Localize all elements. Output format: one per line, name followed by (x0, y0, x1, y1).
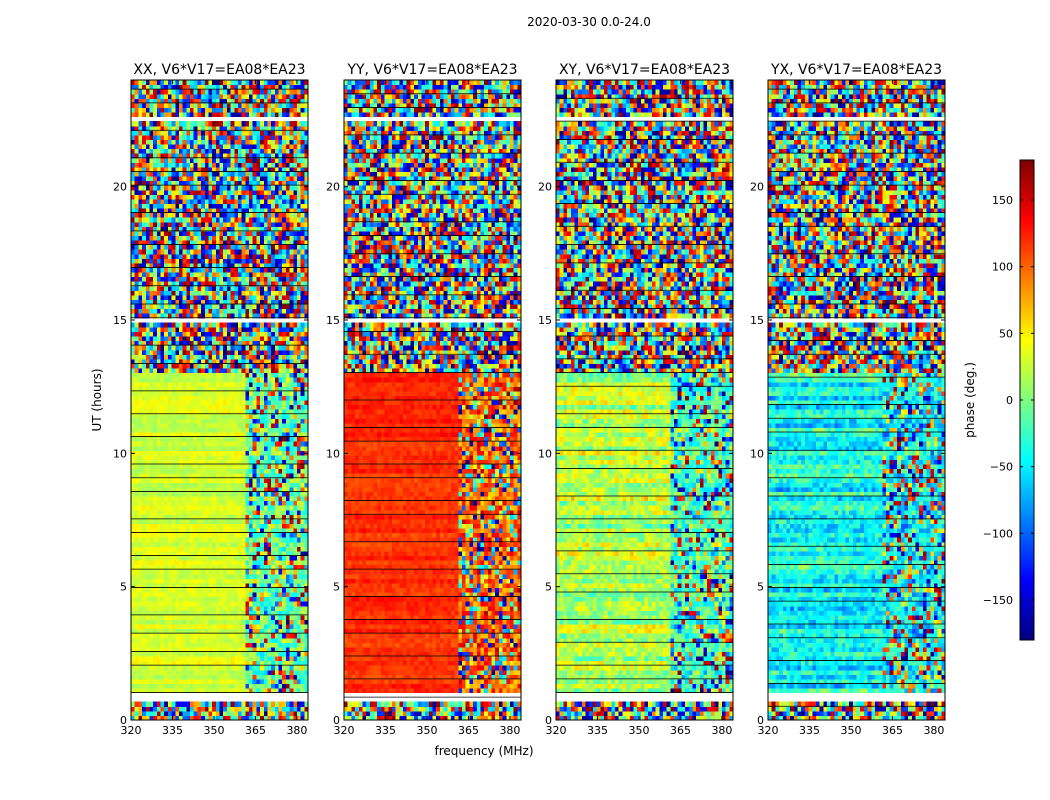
x-tick-label: 335 (162, 724, 183, 737)
colorbar-label: phase (deg.) (963, 362, 977, 438)
y-tick-label: 20 (326, 181, 340, 194)
y-tick-label: 20 (538, 181, 552, 194)
y-tick-label: 5 (120, 581, 127, 594)
figure-suptitle: 2020-03-30 0.0-24.0 (527, 15, 651, 29)
x-tick-label: 380 (286, 724, 307, 737)
y-tick-label: 20 (113, 181, 127, 194)
y-tick-label: 15 (326, 314, 340, 327)
y-axis-label: UT (hours) (90, 368, 104, 431)
panel-title: XX, V6*V17=EA08*EA23 (133, 62, 305, 78)
panel-title: YY, V6*V17=EA08*EA23 (346, 62, 517, 78)
colorbar-tick-label: 50 (999, 327, 1013, 340)
x-tick-label: 350 (416, 724, 437, 737)
x-tick-label: 335 (375, 724, 396, 737)
colorbar: 150 100 50 0 −50 −100 −150 phase (deg.) (963, 160, 1034, 640)
y-tick-label: 0 (545, 714, 552, 727)
y-tick-label: 5 (757, 581, 764, 594)
y-tick-label: 0 (120, 714, 127, 727)
colorbar-tick-label: −50 (990, 461, 1013, 474)
x-tick-label: 350 (628, 724, 649, 737)
x-tick-label: 335 (799, 724, 820, 737)
y-tick-label: 15 (750, 314, 764, 327)
y-tick-label: 10 (538, 447, 552, 460)
colorbar-tick-label: 150 (992, 194, 1013, 207)
y-tick-label: 15 (113, 314, 127, 327)
phase-cells (768, 80, 946, 721)
x-tick-label: 380 (499, 724, 520, 737)
phase-cells (556, 80, 734, 721)
colorbar-tick-label: −150 (983, 594, 1013, 607)
x-tick-label: 365 (245, 724, 266, 737)
y-tick-label: 20 (750, 181, 764, 194)
colorbar-tick-label: −100 (983, 527, 1013, 540)
x-tick-label: 350 (203, 724, 224, 737)
x-tick-label: 380 (923, 724, 944, 737)
x-tick-label: 335 (587, 724, 608, 737)
phase-cells (131, 80, 309, 721)
y-tick-label: 10 (326, 447, 340, 460)
y-tick-label: 15 (538, 314, 552, 327)
panel-title: YX, V6*V17=EA08*EA23 (770, 62, 942, 78)
y-tick-label: 0 (757, 714, 764, 727)
x-tick-label: 365 (670, 724, 691, 737)
x-tick-label: 365 (458, 724, 479, 737)
colorbar-tick-label: 100 (992, 261, 1013, 274)
y-tick-label: 5 (545, 581, 552, 594)
x-axis-label: frequency (MHz) (434, 744, 533, 758)
y-tick-label: 10 (750, 447, 764, 460)
y-tick-label: 0 (333, 714, 340, 727)
y-tick-label: 5 (333, 581, 340, 594)
colorbar-tick-label: 0 (1006, 394, 1013, 407)
x-tick-label: 350 (840, 724, 861, 737)
y-tick-label: 10 (113, 447, 127, 460)
panel-title: XY, V6*V17=EA08*EA23 (559, 62, 730, 78)
x-tick-label: 380 (711, 724, 732, 737)
x-tick-label: 365 (882, 724, 903, 737)
phase-waterfall-figure: 2020-03-30 0.0-24.0 XX, V6*V17=EA08*EA23… (0, 0, 1050, 800)
